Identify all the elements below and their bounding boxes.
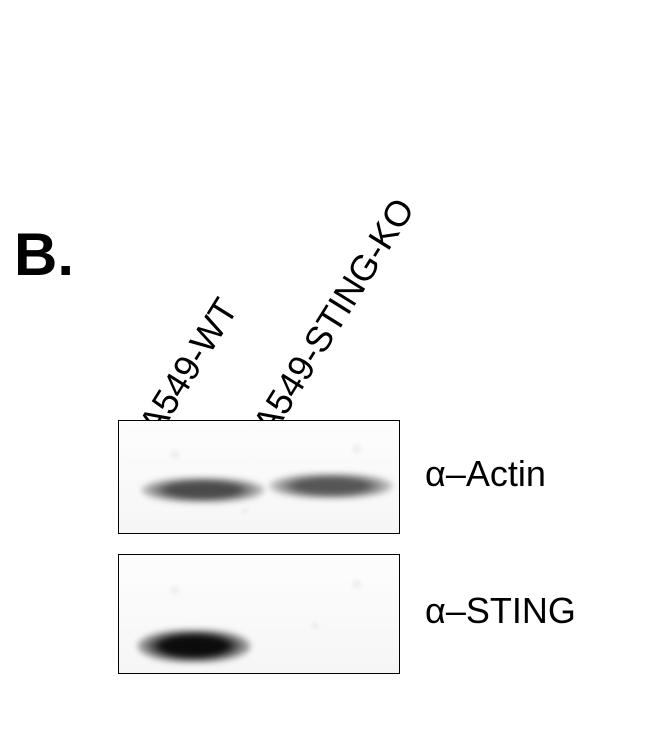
blot-sting xyxy=(118,554,400,674)
band-actin-lane1 xyxy=(141,477,265,503)
band-actin-lane2 xyxy=(269,473,393,499)
blot-actin xyxy=(118,420,400,534)
row-label-actin: α–Actin xyxy=(425,453,546,495)
panel-letter: B. xyxy=(14,220,74,289)
lane-label-sting-ko: A549-STING-KO xyxy=(244,191,423,442)
band-sting-lane1 xyxy=(137,629,251,663)
row-label-sting: α–STING xyxy=(425,590,576,632)
